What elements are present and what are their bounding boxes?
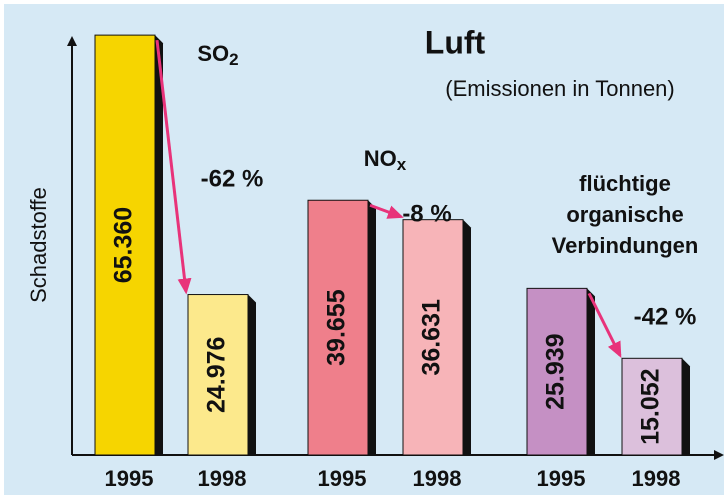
value-label: 25.939: [542, 333, 570, 409]
group-label: Verbindungen: [552, 233, 699, 258]
value-label: 65.360: [110, 207, 138, 283]
x-tick-label: 1995: [537, 466, 586, 491]
change-label: -62 %: [201, 165, 264, 192]
bar: [621, 357, 683, 456]
bar: [526, 287, 588, 456]
group-label: SO2: [197, 41, 238, 70]
group-label-text: NO: [364, 146, 397, 171]
bar: [402, 219, 464, 456]
chart-subtitle: (Emissionen in Tonnen): [445, 76, 675, 101]
x-tick-label: 1998: [632, 466, 681, 491]
change-arrow: [155, 39, 192, 295]
x-tick-label: 1995: [105, 466, 154, 491]
value-label: 24.976: [203, 337, 231, 413]
group-label-text: Verbindungen: [552, 233, 699, 258]
bar: [307, 199, 369, 456]
bar-shadow: [155, 35, 163, 456]
bar-shadow: [682, 358, 690, 455]
group-label-text: organische: [566, 202, 683, 227]
bar-shadow: [587, 288, 595, 455]
chart-title: Luft: [425, 24, 486, 60]
group-label-text: flüchtige: [579, 171, 671, 196]
value-label: 36.631: [418, 299, 446, 376]
group-label: NOx: [364, 146, 407, 175]
change-arrow: [369, 203, 404, 219]
change-label: -8 %: [402, 200, 451, 227]
bar: [94, 34, 156, 456]
value-label: 15.052: [637, 368, 665, 444]
y-axis-label: Schadstoffe: [26, 187, 51, 303]
x-tick-label: 1998: [198, 466, 247, 491]
group-label-subscript: x: [397, 155, 407, 174]
group-label-text: SO: [197, 41, 229, 66]
bar-shadow: [368, 200, 376, 455]
group-label: flüchtige: [579, 171, 671, 196]
x-tick-label: 1998: [413, 466, 462, 491]
bar-shadow: [463, 219, 471, 455]
group-label-subscript: 2: [229, 50, 238, 69]
change-arrow: [587, 292, 622, 358]
group-label: organische: [566, 202, 683, 227]
value-label: 39.655: [323, 289, 351, 366]
bar-shadow: [248, 294, 256, 455]
change-label: -42 %: [634, 303, 697, 330]
bar: [187, 294, 249, 456]
x-tick-label: 1995: [318, 466, 367, 491]
